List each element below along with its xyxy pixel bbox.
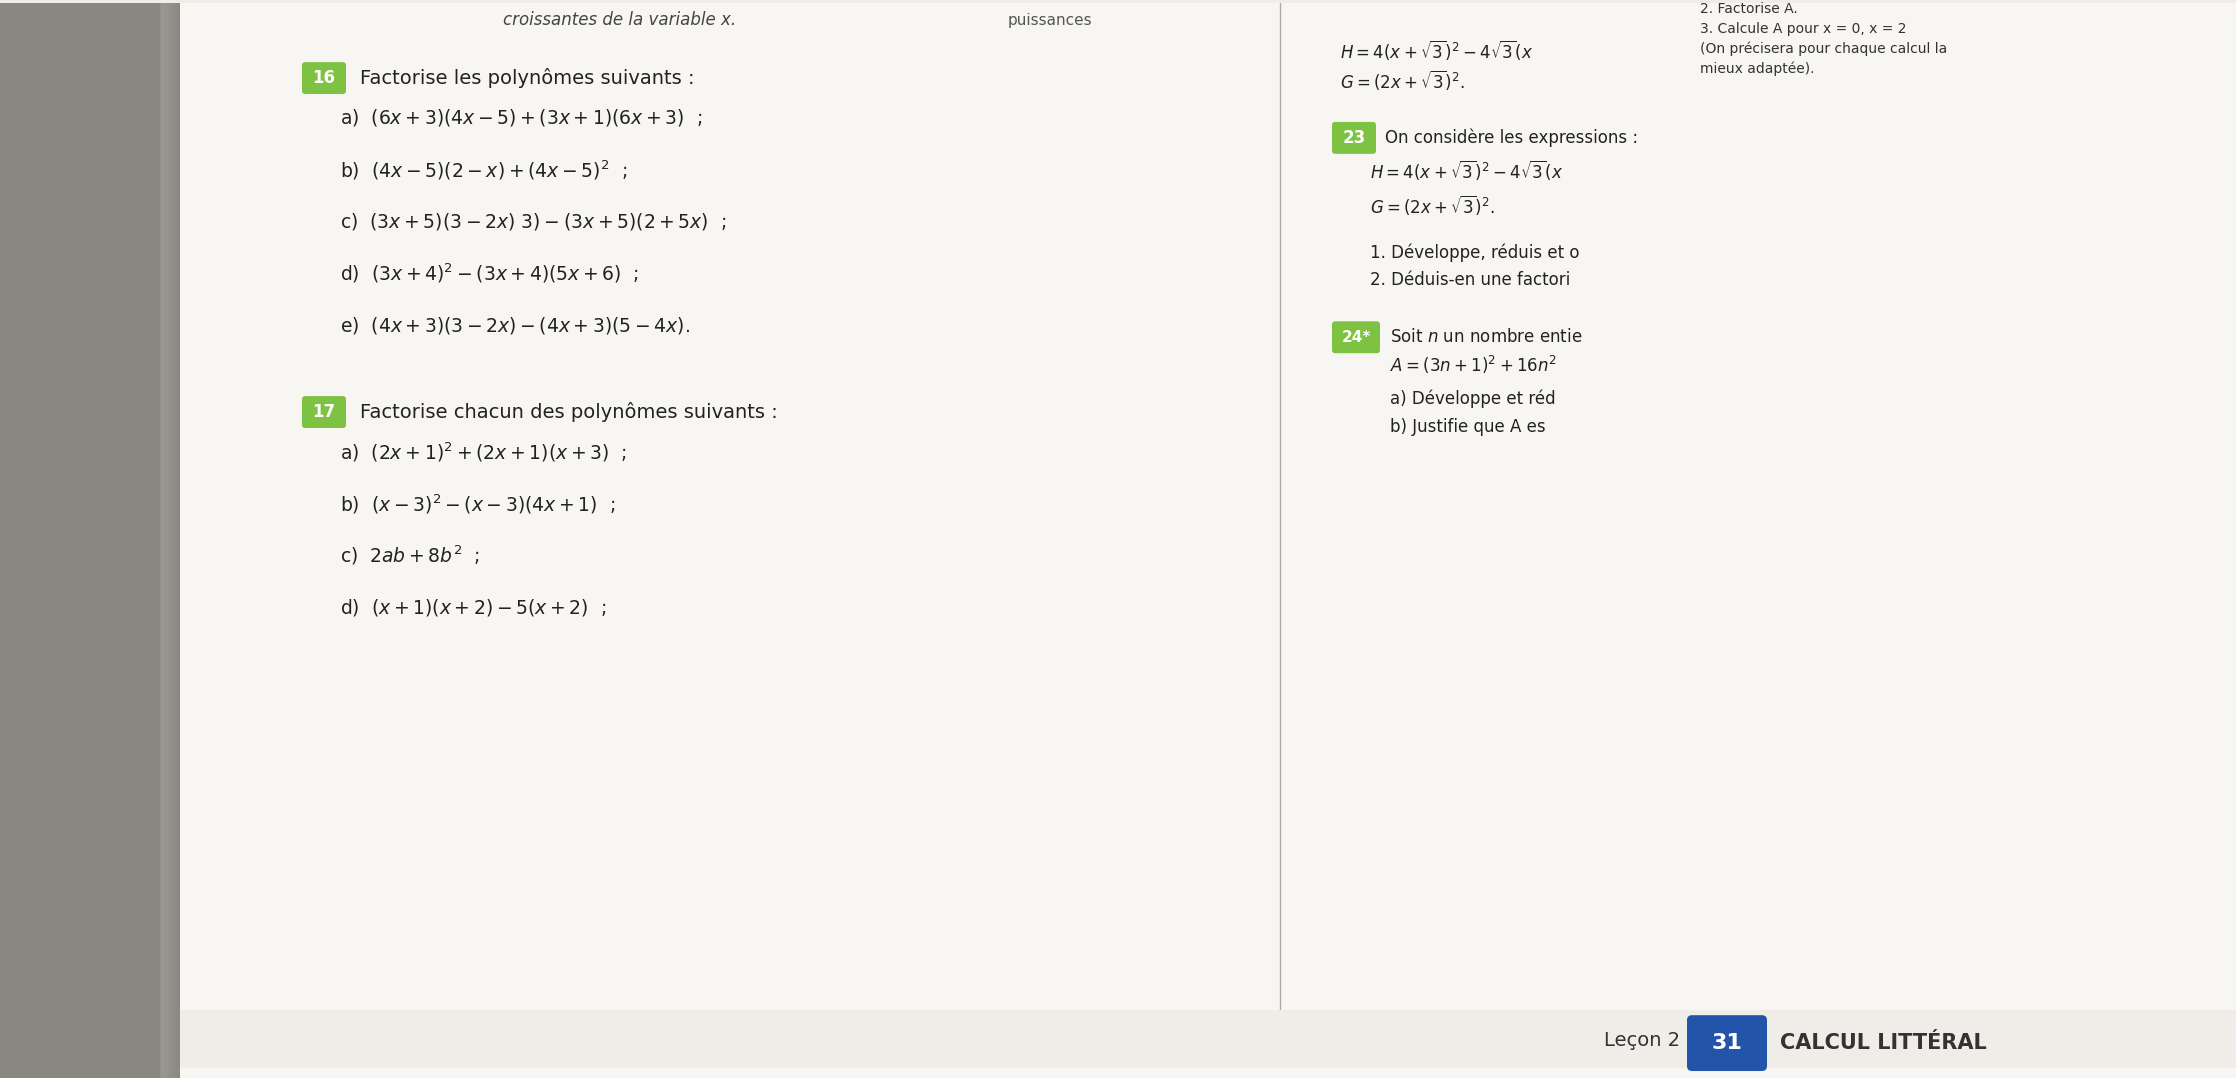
Text: Soit $n$ un nombre entie: Soit $n$ un nombre entie bbox=[1391, 329, 1583, 346]
Text: $H = 4(x + \sqrt{3})^2 - 4\sqrt{3}(x$: $H = 4(x + \sqrt{3})^2 - 4\sqrt{3}(x$ bbox=[1371, 157, 1563, 182]
Text: 1. Développe, réduis et o: 1. Développe, réduis et o bbox=[1371, 243, 1579, 262]
Text: On considère les expressions :: On considère les expressions : bbox=[1384, 128, 1639, 147]
Text: 2. Factorise A.: 2. Factorise A. bbox=[1699, 2, 1798, 16]
Text: b)  $(x - 3)^2 - (x - 3)(4x + 1)$  ;: b) $(x - 3)^2 - (x - 3)(4x + 1)$ ; bbox=[340, 492, 615, 515]
Text: d)  $(x + 1)(x + 2) - 5(x + 2)$  ;: d) $(x + 1)(x + 2) - 5(x + 2)$ ; bbox=[340, 597, 606, 618]
Text: Factorise chacun des polynômes suivants :: Factorise chacun des polynômes suivants … bbox=[360, 402, 778, 423]
Text: a)  $(6x + 3)(4x - 5) + (3x + 1)(6x + 3)$  ;: a) $(6x + 3)(4x - 5) + (3x + 1)(6x + 3)$… bbox=[340, 108, 702, 128]
Text: 17: 17 bbox=[313, 403, 335, 421]
Text: $G = (2x + \sqrt{3})^2$.: $G = (2x + \sqrt{3})^2$. bbox=[1371, 193, 1496, 217]
Text: Factorise les polynômes suivants :: Factorise les polynômes suivants : bbox=[360, 68, 695, 88]
FancyBboxPatch shape bbox=[302, 396, 347, 428]
Text: c)  $(3x + 5)(3 - 2x)\ 3) - (3x + 5)(2 + 5x)$  ;: c) $(3x + 5)(3 - 2x)\ 3) - (3x + 5)(2 + … bbox=[340, 211, 727, 232]
Text: a)  $(2x + 1)^2 + (2x + 1)(x + 3)$  ;: a) $(2x + 1)^2 + (2x + 1)(x + 3)$ ; bbox=[340, 440, 626, 464]
Text: Leçon 2: Leçon 2 bbox=[1603, 1031, 1679, 1050]
Text: c)  $2ab + 8b^2$  ;: c) $2ab + 8b^2$ ; bbox=[340, 544, 481, 567]
Text: $A = (3n + 1)^2 + 16n^2$: $A = (3n + 1)^2 + 16n^2$ bbox=[1391, 354, 1556, 376]
FancyBboxPatch shape bbox=[1333, 321, 1380, 354]
Text: a) Développe et réd: a) Développe et réd bbox=[1391, 389, 1556, 409]
Text: 31: 31 bbox=[1711, 1033, 1742, 1053]
Text: croissantes de la variable x.: croissantes de la variable x. bbox=[503, 11, 736, 29]
Text: 16: 16 bbox=[313, 69, 335, 87]
Text: b) Justifie que A es: b) Justifie que A es bbox=[1391, 418, 1545, 436]
Text: 3. Calcule A pour x = 0, x = 2: 3. Calcule A pour x = 0, x = 2 bbox=[1699, 23, 1907, 37]
FancyBboxPatch shape bbox=[1686, 1015, 1766, 1072]
FancyBboxPatch shape bbox=[181, 3, 2236, 1078]
Text: 23: 23 bbox=[1342, 129, 1366, 147]
Text: b)  $(4x - 5)(2 - x) + (4x - 5)^2$  ;: b) $(4x - 5)(2 - x) + (4x - 5)^2$ ; bbox=[340, 158, 626, 181]
Text: mieux adaptée).: mieux adaptée). bbox=[1699, 61, 1813, 77]
FancyBboxPatch shape bbox=[181, 1010, 2236, 1068]
Text: CALCUL LITTÉRAL: CALCUL LITTÉRAL bbox=[1780, 1033, 1988, 1053]
FancyBboxPatch shape bbox=[1333, 122, 1375, 154]
Text: 24*: 24* bbox=[1342, 330, 1371, 345]
Text: e)  $(4x + 3)(3 - 2x) - (4x + 3)(5 - 4x)$.: e) $(4x + 3)(3 - 2x) - (4x + 3)(5 - 4x)$… bbox=[340, 315, 691, 336]
Text: $H = 4(x + \sqrt{3})^2 - 4\sqrt{3}(x$: $H = 4(x + \sqrt{3})^2 - 4\sqrt{3}(x$ bbox=[1339, 38, 1534, 63]
FancyBboxPatch shape bbox=[302, 63, 347, 94]
Text: puissances: puissances bbox=[1008, 13, 1093, 28]
FancyBboxPatch shape bbox=[0, 3, 181, 1078]
Text: (On précisera pour chaque calcul la: (On précisera pour chaque calcul la bbox=[1699, 42, 1948, 56]
Text: $G = (2x + \sqrt{3})^2$.: $G = (2x + \sqrt{3})^2$. bbox=[1339, 68, 1465, 92]
Text: d)  $(3x + 4)^2 - (3x + 4)(5x + 6)$  ;: d) $(3x + 4)^2 - (3x + 4)(5x + 6)$ ; bbox=[340, 262, 639, 286]
Text: 2. Déduis-en une factori: 2. Déduis-en une factori bbox=[1371, 272, 1570, 289]
